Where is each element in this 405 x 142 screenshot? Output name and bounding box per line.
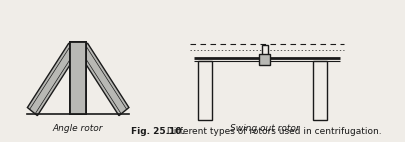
Bar [313,61,327,120]
Bar [262,45,268,59]
Bar [70,42,86,114]
Text: Swing out rotor: Swing out rotor [230,124,300,133]
Bar [70,42,86,114]
Text: Fig. 25.10.: Fig. 25.10. [131,127,185,136]
Text: Different types of rotors used in centrifugation.: Different types of rotors used in centri… [164,127,381,136]
Polygon shape [28,43,79,116]
Bar [198,61,212,120]
Bar [260,54,270,65]
Text: Angle rotor: Angle rotor [53,124,103,133]
Polygon shape [78,43,129,116]
